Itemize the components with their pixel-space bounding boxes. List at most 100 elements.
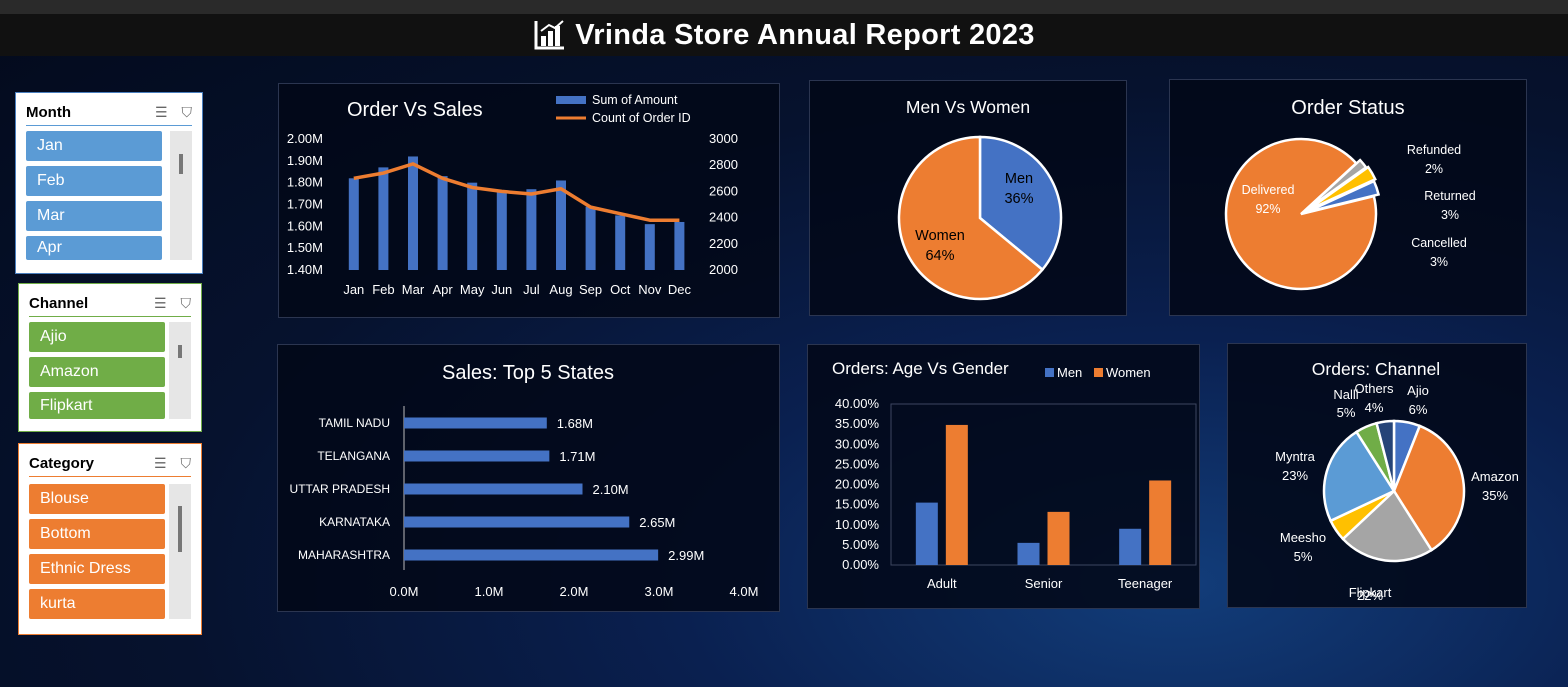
multi-select-icon[interactable]: ☰ xyxy=(153,294,167,311)
slice-label: Amazon xyxy=(1471,469,1519,484)
order-vs-sales-panel: Order Vs Sales Sum of Amount Count of Orde… xyxy=(278,83,780,318)
legend-swatch xyxy=(1094,368,1103,377)
slicer-header: Channel ☰ ⛉ xyxy=(29,290,191,317)
men-vs-women-chart: Men Vs Women Men 36% Women 64% xyxy=(897,97,1063,301)
slicer-item[interactable]: Bottom xyxy=(29,519,165,549)
legend-label: Count of Order ID xyxy=(592,111,691,125)
x-tick-label: Jul xyxy=(523,282,540,297)
slicer-scrollbar[interactable] xyxy=(169,484,191,619)
order-status-panel: Order Status Delivered 92% Refunded 2% Return… xyxy=(1169,79,1527,316)
bar xyxy=(404,483,583,495)
bar xyxy=(404,516,630,528)
x-tick-label: Jun xyxy=(491,282,512,297)
slicer-item[interactable]: Feb xyxy=(26,166,162,196)
scroll-thumb[interactable] xyxy=(178,506,182,552)
bar xyxy=(915,502,938,565)
x-tick-label: Aug xyxy=(549,282,572,297)
slicer-item[interactable]: Jan xyxy=(26,131,162,161)
x-tick-label: Feb xyxy=(372,282,394,297)
slice-label: Men xyxy=(1005,171,1033,187)
slice-value: 6% xyxy=(1409,402,1428,417)
y-tick-label: 1.80M xyxy=(287,175,323,190)
channel-slicer[interactable]: Channel ☰ ⛉ Ajio Amazon Flipkart xyxy=(18,283,202,432)
x-tick-label: Mar xyxy=(402,282,425,297)
slice-label: Cancelled xyxy=(1411,236,1467,250)
slice-label: Others xyxy=(1354,381,1394,396)
title-bar: Vrinda Store Annual Report 2023 xyxy=(0,14,1568,56)
slicer-item[interactable]: Ajio xyxy=(29,322,165,352)
slice-label: Refunded xyxy=(1407,143,1461,157)
chart-title: Order Status xyxy=(1291,97,1404,119)
pie-slice xyxy=(1306,165,1377,212)
multi-select-icon[interactable]: ☰ xyxy=(154,103,168,120)
age-vs-gender-panel: Orders: Age Vs Gender Men Women 40.00% 35.00… xyxy=(807,344,1200,609)
chart-title: Order Vs Sales xyxy=(347,99,483,121)
category-slicer[interactable]: Category ☰ ⛉ Blouse Bottom Ethnic Dress … xyxy=(18,443,202,635)
slicer-item[interactable]: kurta xyxy=(29,589,165,619)
order-status-chart: Order Status Delivered 92% Refunded 2% Return… xyxy=(1224,97,1476,291)
slicer-item[interactable]: Mar xyxy=(26,201,162,231)
scroll-thumb[interactable] xyxy=(179,154,183,174)
y2-tick-label: 2400 xyxy=(709,210,738,225)
y-tick-label: 1.90M xyxy=(287,153,323,168)
age-vs-gender-chart: Orders: Age Vs Gender Men Women 40.00% 35.00… xyxy=(832,359,1197,591)
y-tick-label: 30.00% xyxy=(835,436,880,451)
legend-label: Sum of Amount xyxy=(592,93,678,107)
slicer-scrollbar[interactable] xyxy=(169,322,191,419)
slicer-item[interactable]: Flipkart xyxy=(29,392,165,419)
y-tick-label: MAHARASHTRA xyxy=(298,548,390,562)
y2-tick-label: 3000 xyxy=(709,131,738,146)
y-tick-label: 2.00M xyxy=(287,131,323,146)
top5-states-panel: Sales: Top 5 States TAMIL NADU 1.68M TELANG… xyxy=(277,344,780,612)
slicer-header: Category ☰ ⛉ xyxy=(29,450,191,477)
slice-label: Ajio xyxy=(1407,383,1429,398)
bar xyxy=(348,178,359,270)
bar xyxy=(437,176,448,270)
legend-swatch xyxy=(556,96,586,104)
slice-value: 23% xyxy=(1282,468,1308,483)
month-slicer[interactable]: Month ☰ ⛉ Jan Feb Mar Apr xyxy=(15,92,203,274)
slice-label: Women xyxy=(915,228,965,244)
slice-label: Returned xyxy=(1424,189,1475,203)
slice-value: 5% xyxy=(1337,405,1356,420)
slicer-scrollbar[interactable] xyxy=(170,131,192,260)
scroll-thumb[interactable] xyxy=(178,345,182,358)
x-tick-label: 2.0M xyxy=(560,584,589,599)
pie-slice xyxy=(1375,419,1396,492)
data-label: 2.65M xyxy=(639,515,675,530)
pie-slice xyxy=(1322,430,1396,523)
y-tick-label: TELANGANA xyxy=(317,449,390,463)
slice-value: 35% xyxy=(1482,488,1508,503)
legend-label: Men xyxy=(1057,365,1082,380)
x-tick-label: 4.0M xyxy=(730,584,759,599)
slice-value: 3% xyxy=(1441,208,1459,222)
men-vs-women-panel: Men Vs Women Men 36% Women 64% xyxy=(809,80,1127,316)
orders-channel-panel: Orders: Channel Ajio 6% Amazon 35% Flipkart 22… xyxy=(1227,343,1527,608)
x-tick-label: Sep xyxy=(579,282,602,297)
bar xyxy=(404,549,659,561)
x-tick-label: Nov xyxy=(638,282,662,297)
y-tick-label: UTTAR PRADESH xyxy=(290,482,390,496)
slicer-item[interactable]: Apr xyxy=(26,236,162,260)
chart-title: Orders: Channel xyxy=(1312,359,1440,379)
slice-value: 22% xyxy=(1357,588,1383,603)
clear-filter-icon[interactable]: ⛉ xyxy=(180,454,192,471)
y-tick-label: 1.70M xyxy=(287,197,323,212)
clear-filter-icon[interactable]: ⛉ xyxy=(180,294,192,311)
slicer-title: Category xyxy=(29,454,95,472)
slice-label: Meesho xyxy=(1280,530,1326,545)
slicer-header: Month ☰ ⛉ xyxy=(26,99,192,126)
slice-value: 36% xyxy=(1004,191,1033,207)
clear-filter-icon[interactable]: ⛉ xyxy=(181,103,193,120)
slice-value: 2% xyxy=(1425,162,1443,176)
slicer-item[interactable]: Blouse xyxy=(29,484,165,514)
slicer-item[interactable]: Amazon xyxy=(29,357,165,387)
bar xyxy=(526,189,537,270)
bar xyxy=(945,424,968,565)
slicer-item[interactable]: Ethnic Dress xyxy=(29,554,165,584)
bar xyxy=(1149,480,1172,565)
x-tick-label: Apr xyxy=(432,282,453,297)
y-tick-label: 1.50M xyxy=(287,240,323,255)
x-tick-label: Oct xyxy=(610,282,631,297)
multi-select-icon[interactable]: ☰ xyxy=(153,454,167,471)
